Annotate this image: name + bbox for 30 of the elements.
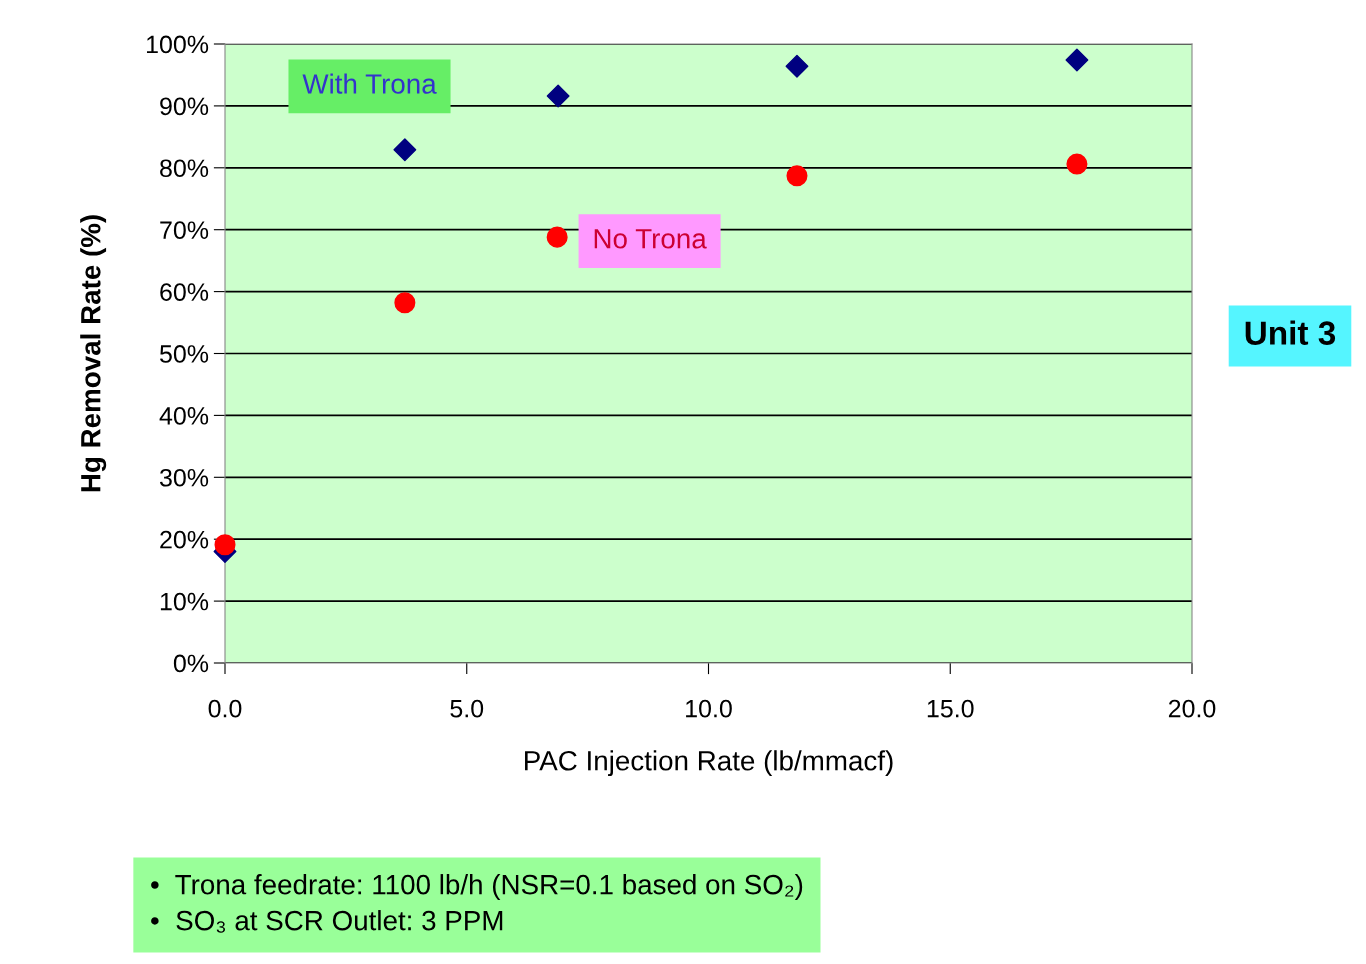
x-tick-label: 15.0: [927, 699, 974, 718]
point: [393, 138, 417, 162]
point: [786, 165, 808, 187]
text: Unit 3: [1245, 320, 1336, 345]
point: [1066, 153, 1088, 175]
series-label: With Trona: [302, 73, 437, 94]
point: [546, 226, 568, 248]
x-tick-label: 5.0: [450, 699, 484, 718]
y-tick-label: 70%: [160, 221, 209, 239]
y-tick-label: 50%: [159, 345, 209, 363]
y-tick-label: 90%: [160, 97, 209, 116]
point: [1065, 48, 1089, 72]
point: [785, 54, 809, 78]
series-label: No Trona: [594, 229, 707, 249]
x-tick-label: 10.0: [686, 699, 732, 718]
point: [546, 84, 570, 108]
y-axis-title: Hg Removal Rate (%): [80, 215, 107, 492]
text: • Trona feedrate: 1100 lb/h (NSR=0.1 based on SO₂) • SO₃ at SCR Outlet: 3 PPM: [151, 874, 803, 933]
x-tick-label: 0.0: [208, 699, 242, 718]
y-tick-label: 80%: [160, 159, 209, 178]
y-tick-label: 100%: [147, 35, 209, 54]
y-tick-label: 30%: [159, 468, 209, 487]
y-tick-label: 0%: [173, 654, 209, 673]
y-tick-label: 60%: [160, 283, 209, 301]
x-axis-title: PAC Injection Rate (lb/mmacf): [525, 750, 893, 777]
y-tick-label: 20%: [160, 530, 209, 549]
x-tick-label: 20.0: [1168, 699, 1216, 718]
point: [394, 292, 416, 314]
y-tick-label: 10%: [160, 592, 209, 611]
y-tick-label: 40%: [159, 407, 209, 425]
